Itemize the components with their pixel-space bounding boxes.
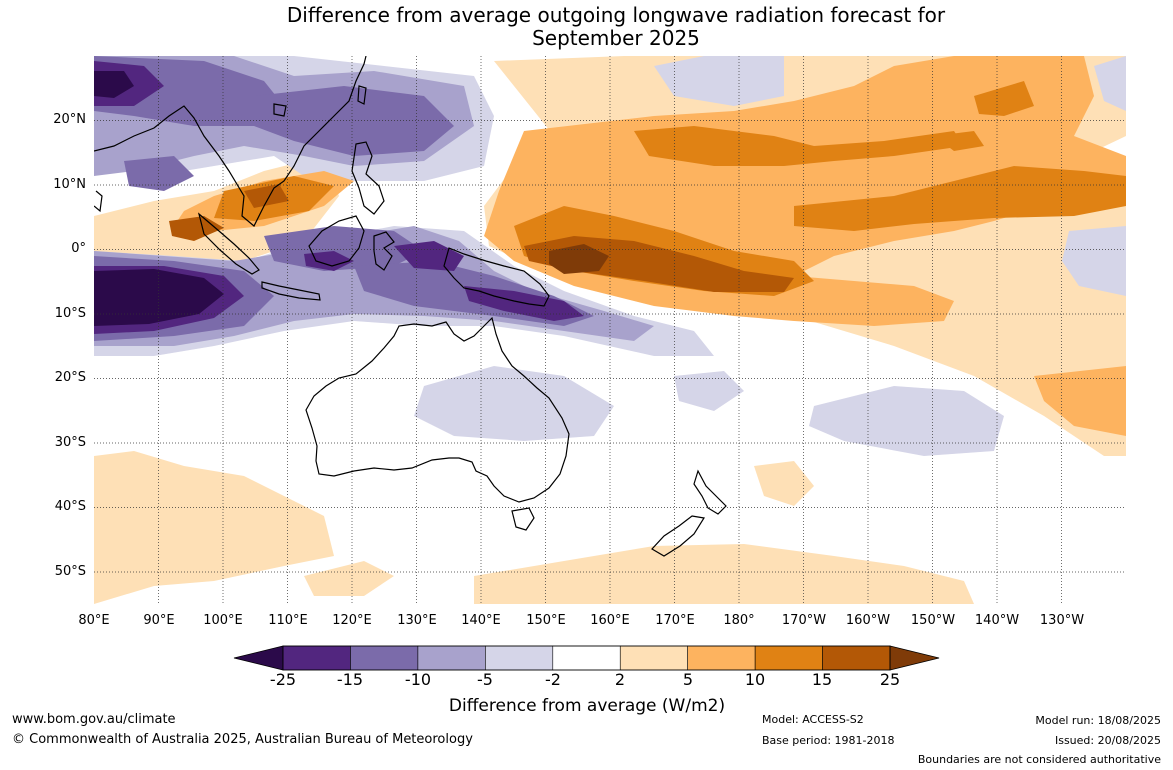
colorbar-extension-low — [233, 645, 284, 671]
colorbar-outline — [282, 645, 891, 671]
colorbar-tick: -5 — [477, 670, 493, 689]
colorbar-swatch — [485, 645, 554, 671]
lon-label-170e: 170°E — [655, 613, 695, 628]
footer-model-run: Model run: 18/08/2025 — [1035, 714, 1161, 727]
graticule — [94, 56, 1126, 604]
java-coast — [261, 281, 321, 301]
lon-label-80e: 80°E — [78, 613, 110, 628]
colorbar-tick: 10 — [744, 670, 766, 689]
footer-website: www.bom.gov.au/climate — [12, 712, 176, 727]
lon-label-150w: 150°W — [910, 613, 956, 628]
new-zealand-north-coast — [693, 469, 727, 515]
lat-label-10n: 10°N — [53, 177, 86, 192]
colorbar-tick: -15 — [336, 670, 364, 689]
new-zealand-south-coast — [651, 515, 705, 557]
taiwan-coast — [357, 85, 367, 105]
colorbar-swatch — [552, 645, 621, 671]
lon-label-140w: 140°W — [974, 613, 1020, 628]
philippines-coast — [351, 141, 385, 215]
sumatra-coast — [197, 212, 260, 275]
colorbar-swatch — [687, 645, 756, 671]
colorbar-swatch — [282, 645, 351, 671]
olr-anomaly-map — [94, 56, 1126, 604]
colorbar-tick: -2 — [545, 670, 561, 689]
lat-label-equator: 0° — [71, 241, 86, 256]
colorbar-tick: 15 — [811, 670, 833, 689]
colorbar-tick: 2 — [614, 670, 626, 689]
lon-label-110e: 110°E — [268, 613, 308, 628]
lon-label-100e: 100°E — [203, 613, 243, 628]
lat-label-20s: 20°S — [54, 370, 86, 385]
lon-label-180: 180° — [723, 613, 755, 628]
lat-label-50s: 50°S — [54, 564, 86, 579]
colorbar-swatch — [417, 645, 486, 671]
map-canvas — [94, 56, 1126, 604]
colorbar — [233, 645, 940, 671]
hainan-coast — [273, 103, 287, 117]
lat-label-30s: 30°S — [54, 435, 86, 450]
sulawesi-coast — [373, 231, 395, 271]
coastlines — [94, 56, 727, 557]
footer-model: Model: ACCESS-S2 — [762, 713, 864, 726]
lat-label-10s: 10°S — [54, 306, 86, 321]
colorbar-swatch — [619, 645, 688, 671]
title-line-1: Difference from average outgoing longwav… — [286, 3, 946, 27]
colorbar-tick: 25 — [879, 670, 901, 689]
lon-label-130w: 130°W — [1039, 613, 1085, 628]
asia-mainland-coast — [94, 56, 367, 227]
colorbar-label: Difference from average (W/m2) — [448, 696, 726, 716]
new-guinea-coast — [443, 247, 550, 307]
footer-boundaries: Boundaries are not considered authoritat… — [917, 753, 1161, 766]
australia-coast — [305, 316, 570, 503]
lon-label-120e: 120°E — [332, 613, 372, 628]
colorbar-swatch — [350, 645, 419, 671]
lon-label-90e: 90°E — [143, 613, 175, 628]
footer-copyright: © Commonwealth of Australia 2025, Austra… — [12, 732, 473, 747]
colorbar-extension-high — [889, 645, 940, 671]
title-line-2: September 2025 — [532, 26, 700, 50]
map-title: Difference from average outgoing longwav… — [0, 4, 1173, 50]
lon-label-140e: 140°E — [461, 613, 501, 628]
sri-lanka-coast — [94, 190, 103, 213]
lon-label-170w: 170°W — [781, 613, 827, 628]
lon-label-160e: 160°E — [590, 613, 630, 628]
colorbar-tick: -10 — [404, 670, 432, 689]
lat-label-20n: 20°N — [53, 112, 86, 127]
colorbar-swatch — [822, 645, 891, 671]
colorbar-tick: -25 — [269, 670, 297, 689]
footer-issued: Issued: 20/08/2025 — [1054, 734, 1161, 747]
colorbar-tick: 5 — [682, 670, 694, 689]
lon-label-150e: 150°E — [526, 613, 566, 628]
lon-label-130e: 130°E — [397, 613, 437, 628]
tasmania-coast — [511, 507, 535, 531]
lon-label-160w: 160°W — [845, 613, 891, 628]
colorbar-swatch — [754, 645, 823, 671]
borneo-coast — [308, 215, 365, 267]
lat-label-40s: 40°S — [54, 499, 86, 514]
anomaly-above-25-region — [549, 244, 609, 274]
footer-base-period: Base period: 1981-2018 — [762, 734, 895, 747]
anomaly-below-minus25-region — [94, 71, 224, 326]
